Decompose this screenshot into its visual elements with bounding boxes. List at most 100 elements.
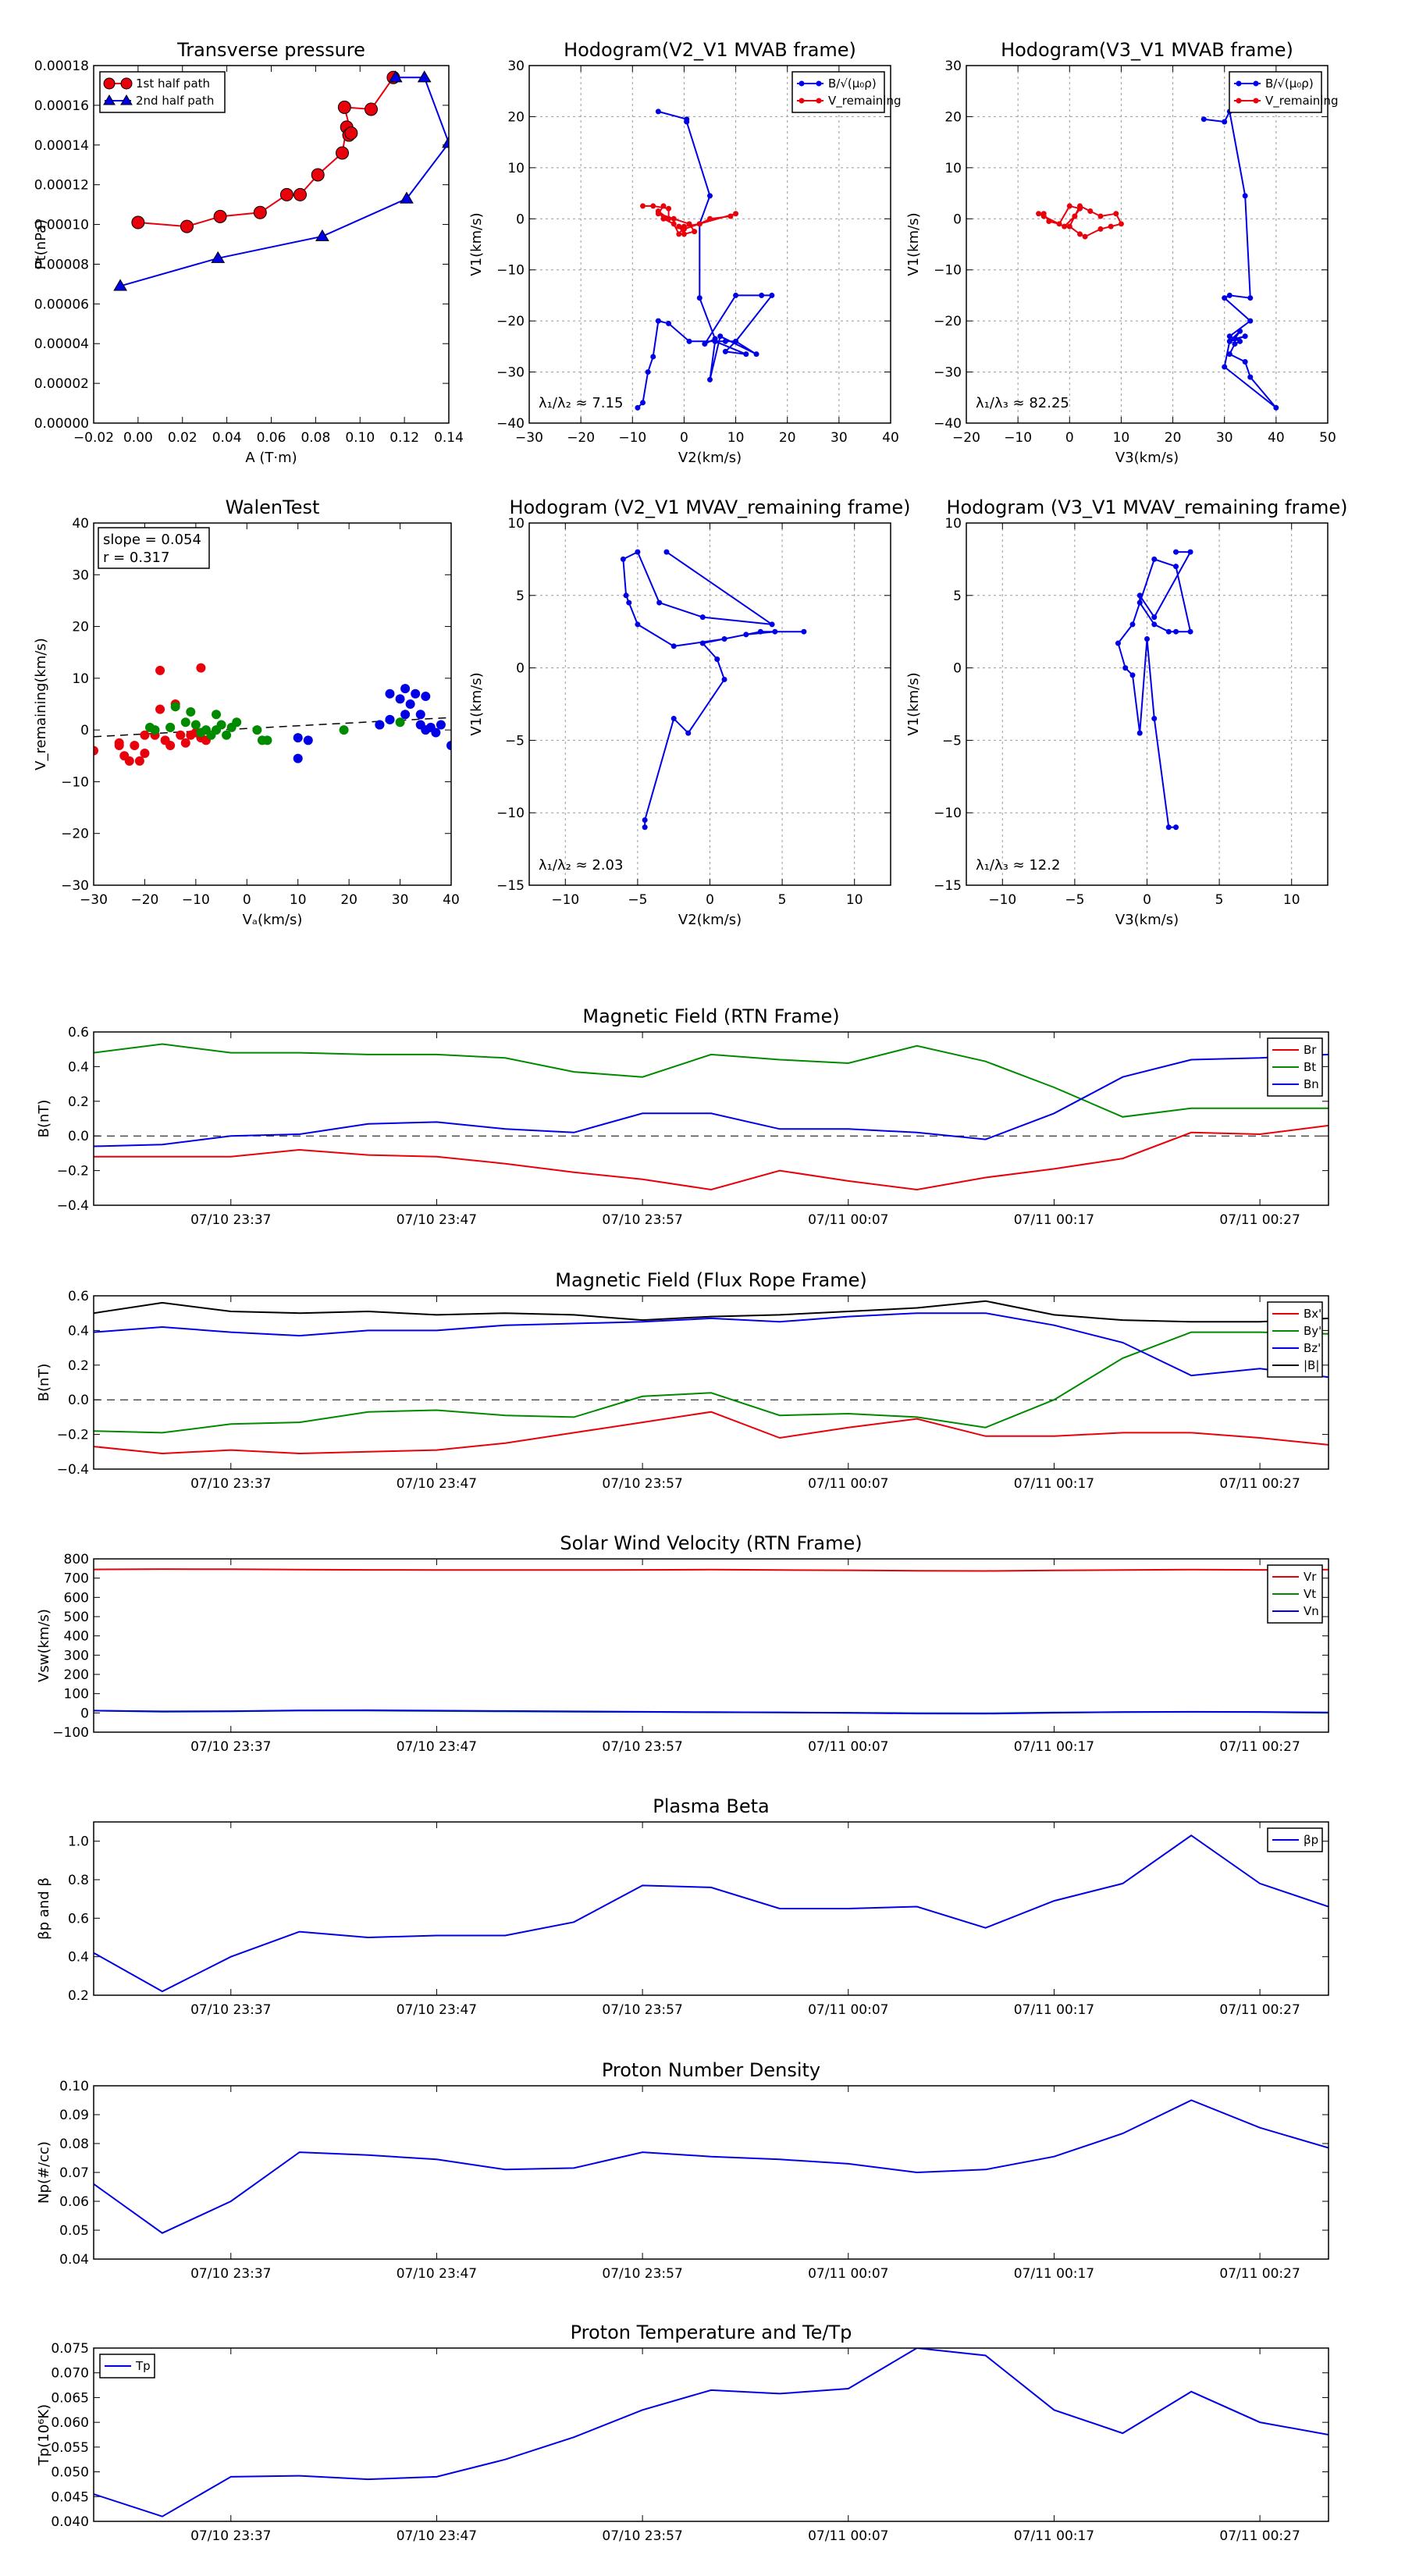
data-point [733, 338, 739, 344]
data-point [656, 600, 663, 606]
data-point [1173, 628, 1179, 635]
chart-title: Transverse pressure [176, 39, 365, 61]
data-point [336, 146, 349, 160]
x-tick-label: 0.02 [168, 430, 197, 446]
data-point [395, 717, 405, 728]
data-point [1066, 223, 1072, 229]
x-tick-label: 07/11 00:17 [1014, 1739, 1094, 1755]
data-point [635, 549, 641, 555]
data-point [699, 614, 706, 621]
data-point [1129, 621, 1136, 628]
x-tick-label: 40 [882, 430, 899, 446]
data-point [1087, 208, 1094, 214]
data-point [670, 215, 677, 222]
data-point [1173, 824, 1179, 831]
data-point [722, 348, 728, 354]
y-tick-label: 0.00016 [34, 98, 89, 114]
x-tick-label: 07/10 23:47 [397, 1476, 477, 1492]
legend-label: βp [1304, 1833, 1318, 1847]
data-point [642, 817, 648, 823]
data-point [113, 279, 127, 291]
x-tick-label: −10 [182, 892, 210, 908]
data-point [666, 205, 672, 212]
y-tick-label: −10 [496, 806, 525, 821]
x-tick-label: 07/11 00:07 [808, 2266, 888, 2282]
y-tick-label: −30 [496, 365, 525, 381]
annotation: λ₁/λ₃ ≈ 12.2 [976, 857, 1060, 873]
data-point [388, 70, 403, 83]
data-point [620, 556, 626, 562]
data-point [801, 628, 807, 635]
x-tick-label: 07/10 23:57 [602, 1212, 682, 1228]
legend: Vr Vt Vn [1267, 1564, 1323, 1624]
data-point [1136, 592, 1143, 599]
plot-area [1115, 549, 1193, 831]
data-point [670, 221, 677, 227]
data-point [1136, 730, 1143, 736]
y-tick-label: 0.04 [59, 2252, 89, 2268]
series-line-0 [94, 1834, 1329, 1993]
data-point [1247, 295, 1254, 301]
data-point [655, 318, 661, 324]
data-point [1232, 336, 1238, 342]
y-tick-label: −20 [934, 314, 962, 329]
data-point [684, 119, 690, 125]
data-point [176, 730, 186, 740]
x-tick-label: 07/11 00:17 [1014, 1476, 1094, 1492]
data-point [1046, 219, 1052, 225]
chart-p4: WalenTest −30 −20 −10 0 10 20 30 40 −30 −20 −10 0 10 2… [33, 496, 460, 928]
x-tick-label: 0.14 [434, 430, 464, 446]
x-tick-label: −20 [567, 430, 595, 446]
legend-marker [1236, 98, 1242, 104]
y-tick-label: 500 [64, 1610, 89, 1625]
data-point [721, 676, 727, 682]
data-point [375, 720, 385, 730]
y-tick-label: 10 [944, 516, 962, 532]
y-tick-label: 10 [944, 161, 962, 176]
legend-marker [120, 77, 133, 90]
plot-frame [93, 1031, 1329, 1206]
legend-marker [816, 98, 822, 104]
legend-label: Vn [1304, 1604, 1319, 1618]
y-tick-label: 100 [64, 1687, 89, 1703]
data-point [717, 333, 724, 340]
x-tick-label: 5 [1215, 892, 1224, 908]
y-tick-label: 0.8 [68, 1873, 89, 1888]
data-point [1113, 211, 1119, 217]
chart-p7: Magnetic Field (RTN Frame) 07/10 23:37 07/… [36, 1005, 1329, 1228]
y-axis-label: B(nT) [36, 1100, 52, 1138]
x-tick-label: 0.00 [123, 430, 153, 446]
legend-marker [103, 77, 116, 90]
data-point [655, 211, 661, 217]
x-tick-label: 07/11 00:27 [1219, 2266, 1300, 2282]
annotation: slope = 0.054 [103, 532, 201, 548]
legend: B/√(μ₀ρ) V_remaining [1229, 71, 1339, 113]
x-tick-label: 40 [1268, 430, 1285, 446]
data-point [124, 756, 134, 766]
y-tick-label: 0.08 [59, 2137, 89, 2152]
plot-frame [93, 2347, 1329, 2522]
data-point [1151, 614, 1158, 621]
y-tick-label: 0.075 [51, 2341, 89, 2357]
legend-marker [799, 80, 805, 87]
data-point [1066, 203, 1072, 209]
data-point [232, 717, 242, 728]
x-axis-label: V3(km/s) [1115, 450, 1179, 466]
data-point [196, 663, 206, 673]
data-point [681, 231, 687, 237]
x-tick-label: 07/10 23:47 [397, 2266, 477, 2282]
y-tick-label: 5 [953, 589, 962, 604]
chart-p11: Proton Number Density 07/10 23:37 07/10 23… [36, 2059, 1329, 2282]
y-tick-label: 30 [507, 59, 525, 74]
x-tick-label: 07/11 00:17 [1014, 2002, 1094, 2018]
y-axis-label: V1(km/s) [468, 672, 485, 735]
plot-area [94, 2099, 1329, 2234]
x-tick-label: 0.12 [389, 430, 419, 446]
y-tick-label: 800 [64, 1552, 89, 1567]
data-point [293, 187, 307, 201]
data-point [663, 549, 670, 555]
data-point [670, 716, 677, 722]
data-point [635, 404, 641, 411]
y-tick-label: −40 [496, 416, 525, 432]
x-tick-label: 07/11 00:17 [1014, 2266, 1094, 2282]
